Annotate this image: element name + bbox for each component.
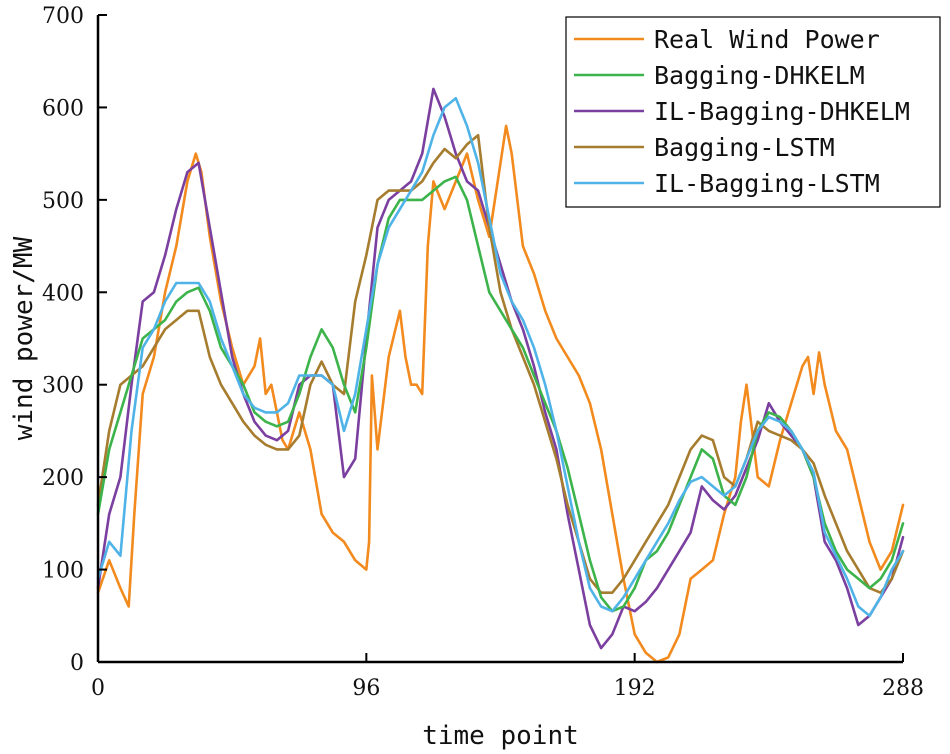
series-line-il-bagging-dhkelm <box>96 87 905 650</box>
legend-entry-label: Real Wind Power <box>654 25 880 54</box>
y-tick-label: 700 <box>42 4 84 29</box>
x-tick-label: 192 <box>614 676 656 701</box>
legend-entry-label: IL-Bagging-DHKELM <box>654 97 910 126</box>
y-tick-label: 300 <box>42 374 84 399</box>
x-tick-label: 96 <box>352 676 380 701</box>
axes <box>96 15 903 664</box>
series-line-real-wind-power <box>96 124 905 664</box>
series-line-il-bagging-lstm <box>96 96 905 618</box>
x-tick-label: 0 <box>91 676 105 701</box>
tick-labels: 0 100 200 300 400 500 600 700 0 96 192 288 <box>42 4 924 701</box>
legend-entry-label: IL-Bagging-LSTM <box>654 169 880 198</box>
y-tick-label: 100 <box>42 559 84 584</box>
legend-entry-label: Bagging-DHKELM <box>654 61 865 90</box>
x-tick-label: 288 <box>882 676 924 701</box>
y-tick-label: 200 <box>42 466 84 491</box>
series-line-bagging-dhkelm <box>96 175 905 613</box>
series-line-bagging-lstm <box>96 133 905 595</box>
legend-entry-label: Bagging-LSTM <box>654 133 835 162</box>
x-axis-title: time point <box>422 721 579 751</box>
y-tick-label: 400 <box>42 281 84 306</box>
legend: Real Wind Power Bagging-DHKELM IL-Bagging-… <box>565 16 941 208</box>
y-tick-label: 0 <box>70 651 84 676</box>
y-tick-label: 600 <box>42 96 84 121</box>
y-tick-label: 500 <box>42 189 84 214</box>
y-axis-title: wind power/MW <box>9 236 39 440</box>
tick-marks <box>97 14 904 663</box>
series-layer <box>96 87 905 664</box>
